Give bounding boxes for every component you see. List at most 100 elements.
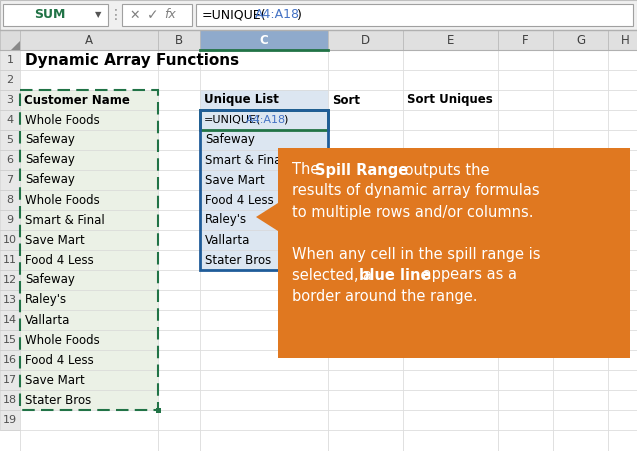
Bar: [158, 70, 200, 90]
Bar: [20, 230, 158, 250]
Bar: [608, 250, 637, 270]
Bar: [0, 270, 20, 290]
Text: Save Mart: Save Mart: [25, 373, 85, 387]
Bar: [0, 190, 20, 210]
Text: Dynamic Array Functions: Dynamic Array Functions: [25, 52, 239, 68]
Bar: [200, 290, 328, 310]
Bar: [498, 130, 553, 150]
Bar: [498, 210, 553, 230]
Text: 10: 10: [3, 235, 17, 245]
Bar: [200, 110, 328, 130]
Bar: [328, 390, 403, 410]
Bar: [0, 170, 20, 190]
Text: ✕: ✕: [130, 9, 140, 22]
Text: Whole Foods: Whole Foods: [25, 193, 100, 207]
Bar: [20, 290, 158, 310]
Bar: [20, 90, 158, 110]
Bar: [553, 110, 608, 130]
Text: 11: 11: [3, 255, 17, 265]
Bar: [158, 250, 200, 270]
Bar: [200, 330, 328, 350]
Bar: [403, 150, 498, 170]
Text: 13: 13: [3, 295, 17, 305]
Bar: [498, 350, 553, 370]
Bar: [20, 350, 158, 370]
Bar: [278, 148, 630, 358]
Text: Stater Bros: Stater Bros: [205, 253, 271, 267]
Bar: [403, 210, 498, 230]
Bar: [608, 70, 637, 90]
Bar: [20, 190, 158, 210]
Bar: [403, 90, 498, 110]
Bar: [553, 230, 608, 250]
Bar: [0, 130, 20, 150]
Bar: [158, 290, 200, 310]
Text: Vallarta: Vallarta: [205, 234, 250, 247]
Bar: [553, 310, 608, 330]
Bar: [328, 110, 403, 130]
Text: Vallarta: Vallarta: [25, 313, 70, 327]
Bar: [20, 130, 158, 150]
Text: 18: 18: [3, 395, 17, 405]
Bar: [328, 210, 403, 230]
Bar: [20, 90, 158, 410]
Text: C: C: [260, 33, 268, 46]
Bar: [20, 330, 158, 350]
Text: 2: 2: [6, 75, 13, 85]
Bar: [158, 390, 200, 410]
Bar: [0, 90, 20, 110]
Bar: [498, 250, 553, 270]
Bar: [403, 30, 498, 50]
Bar: [0, 50, 20, 70]
Bar: [498, 190, 553, 210]
Text: ): ): [297, 9, 302, 22]
Text: ✓: ✓: [147, 8, 159, 22]
Text: Raley's: Raley's: [205, 213, 247, 226]
Bar: [328, 150, 403, 170]
Bar: [20, 250, 158, 270]
Bar: [328, 230, 403, 250]
Bar: [20, 270, 158, 290]
Text: Sort: Sort: [332, 93, 360, 106]
Bar: [158, 50, 200, 70]
Bar: [498, 230, 553, 250]
Bar: [328, 290, 403, 310]
Text: A4:A18: A4:A18: [255, 9, 300, 22]
Bar: [403, 190, 498, 210]
Bar: [0, 310, 20, 330]
Text: Safeway: Safeway: [25, 133, 75, 147]
Text: 14: 14: [3, 315, 17, 325]
Bar: [608, 290, 637, 310]
Text: A: A: [85, 33, 93, 46]
Bar: [608, 410, 637, 430]
Bar: [553, 30, 608, 50]
Polygon shape: [11, 41, 20, 50]
Bar: [20, 410, 158, 430]
Bar: [403, 290, 498, 310]
Bar: [608, 370, 637, 390]
Text: selected, a: selected, a: [292, 267, 376, 282]
Text: Raley's: Raley's: [25, 294, 67, 307]
Bar: [0, 30, 637, 50]
Bar: [0, 250, 20, 270]
Bar: [328, 410, 403, 430]
Bar: [20, 210, 158, 230]
Bar: [200, 350, 328, 370]
Bar: [328, 190, 403, 210]
Bar: [20, 70, 158, 90]
Bar: [328, 170, 403, 190]
Bar: [0, 150, 20, 170]
Bar: [328, 130, 403, 150]
Bar: [328, 330, 403, 350]
Bar: [498, 390, 553, 410]
Bar: [20, 310, 158, 330]
Bar: [20, 370, 158, 390]
Text: Safeway: Safeway: [25, 174, 75, 187]
Bar: [498, 370, 553, 390]
Bar: [200, 370, 328, 390]
Bar: [158, 170, 200, 190]
Bar: [0, 290, 20, 310]
Bar: [158, 150, 200, 170]
Bar: [608, 150, 637, 170]
Bar: [200, 170, 328, 190]
